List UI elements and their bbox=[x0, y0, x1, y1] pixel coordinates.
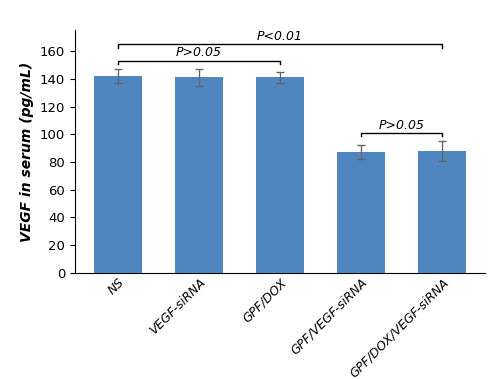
Bar bbox=[256, 77, 304, 273]
Text: P>0.05: P>0.05 bbox=[176, 46, 222, 60]
Y-axis label: VEGF in serum (pg/mL): VEGF in serum (pg/mL) bbox=[20, 61, 34, 242]
Bar bbox=[174, 77, 224, 273]
Bar bbox=[94, 76, 142, 273]
Text: P<0.01: P<0.01 bbox=[257, 30, 303, 43]
Bar bbox=[336, 152, 386, 273]
Text: P>0.05: P>0.05 bbox=[378, 119, 424, 132]
Bar bbox=[418, 151, 467, 273]
